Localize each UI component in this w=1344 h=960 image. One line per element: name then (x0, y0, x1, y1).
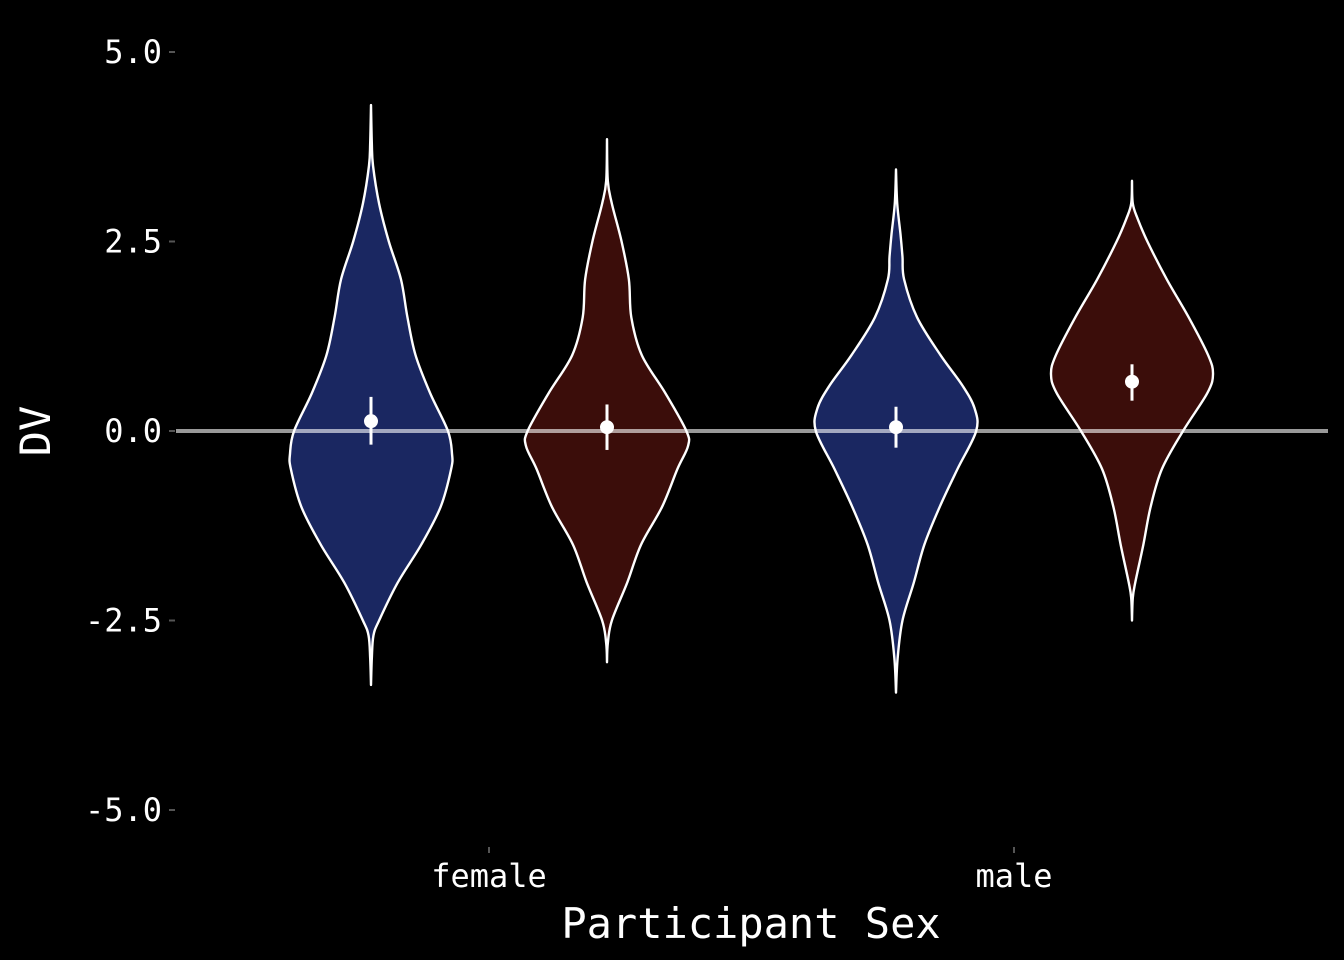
x-axis-title: Participant Sex (561, 899, 940, 948)
mean-point-male-red (1125, 374, 1139, 389)
mean-point-female-blue (364, 414, 378, 429)
x-axis: female male (431, 847, 1053, 895)
y-tick-label: 0.0 (104, 412, 162, 450)
mean-point-female-red (600, 420, 614, 435)
y-tick-label: -2.5 (85, 602, 162, 640)
x-tick-label-male: male (975, 857, 1052, 895)
y-tick-label: 5.0 (104, 33, 162, 71)
y-axis: 5.0 2.5 0.0 -2.5 -5.0 (85, 33, 175, 829)
y-axis-title: DV (11, 406, 60, 457)
summary-layer (364, 364, 1139, 450)
x-tick-label-female: female (431, 857, 547, 895)
violins-layer (288, 103, 1215, 694)
y-tick-label: -5.0 (85, 791, 162, 829)
y-tick-label: 2.5 (104, 223, 162, 261)
violin-female-red (523, 137, 691, 664)
mean-point-male-blue (889, 420, 903, 435)
violin-female-blue (288, 103, 454, 687)
